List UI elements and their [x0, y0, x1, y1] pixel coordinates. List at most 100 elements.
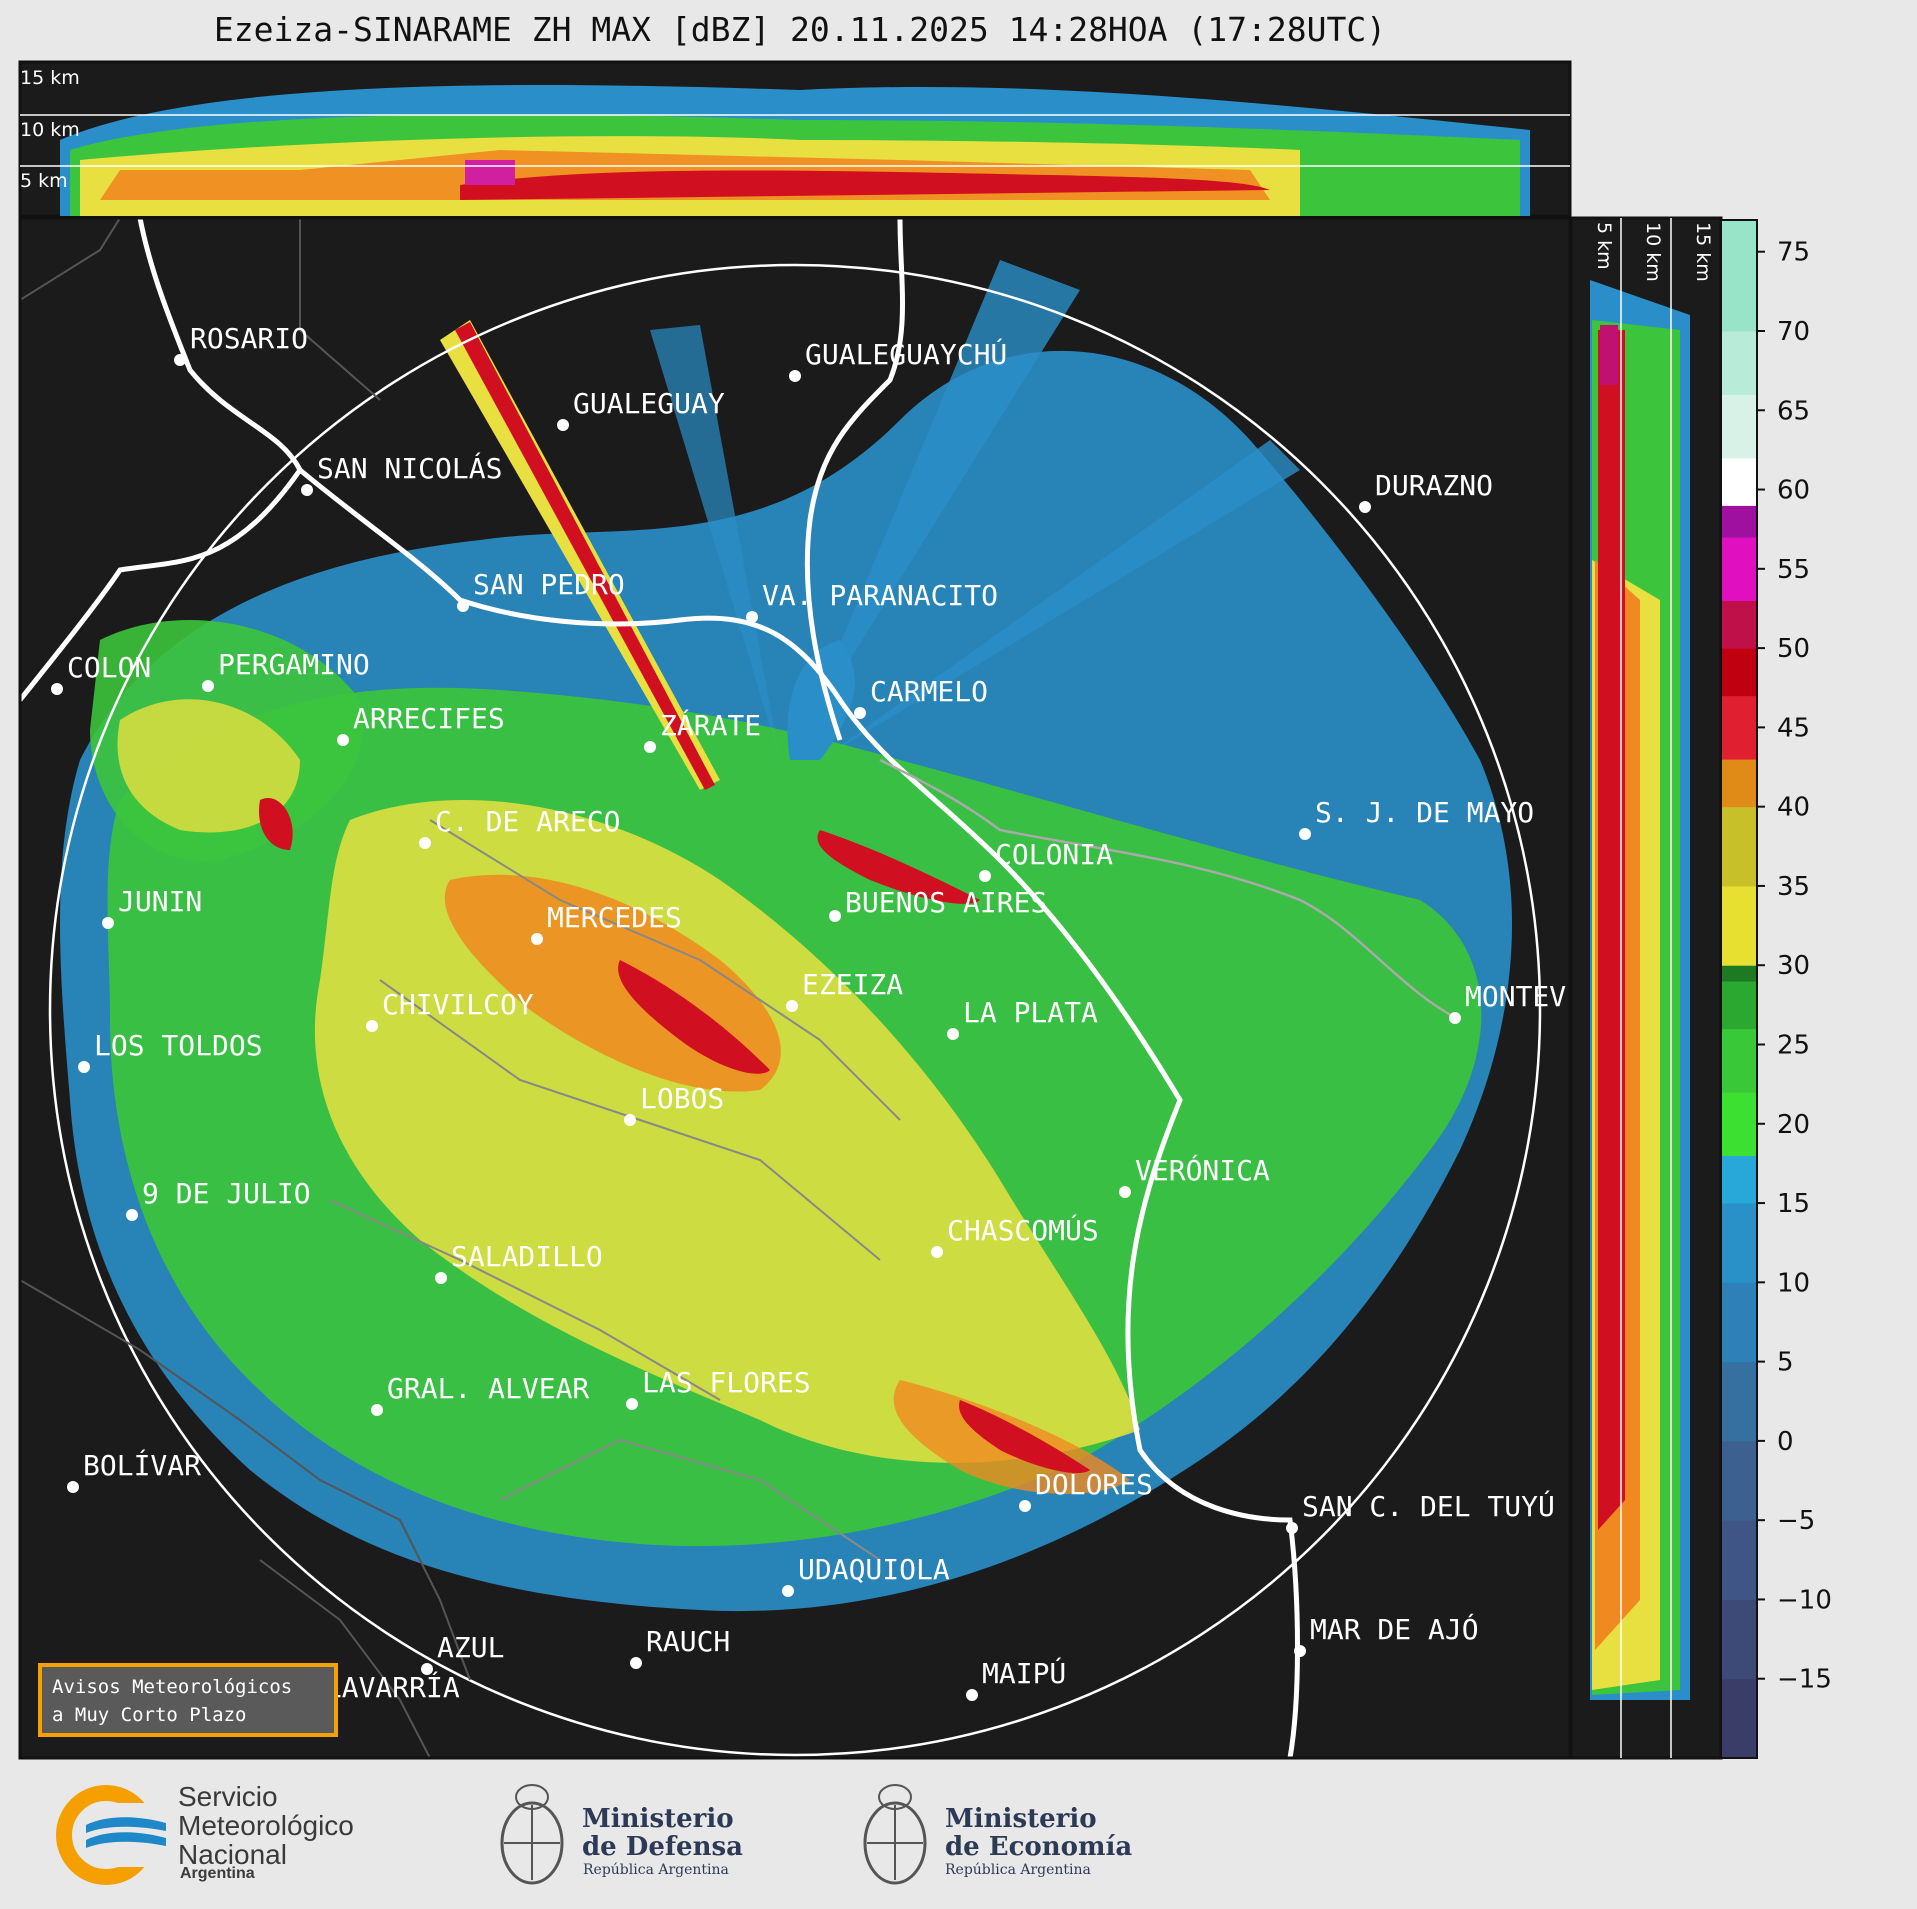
city-label: S. J. DE MAYO: [1315, 796, 1534, 829]
colorbar-tick-label: 10: [1777, 1268, 1810, 1298]
city-dot: [174, 354, 186, 366]
city-label: COLON: [67, 651, 151, 684]
colorbar-segment: [1721, 885, 1757, 966]
city-label: GUALEGUAY: [573, 387, 725, 420]
city-dot: [1286, 1522, 1298, 1534]
colorbar-tick-label: −15: [1777, 1665, 1832, 1695]
city-label: JUNIN: [118, 885, 202, 918]
city-dot: [1119, 1186, 1131, 1198]
colorbar-segment: [1721, 1203, 1757, 1283]
city-label: AZUL: [437, 1631, 504, 1664]
city-label: VERÓNICA: [1135, 1153, 1270, 1187]
city-label: ROSARIO: [190, 322, 308, 355]
colorbar-segment: [1721, 1092, 1757, 1156]
city-dot: [337, 734, 349, 746]
colorbar-segment: [1721, 505, 1757, 538]
city-dot: [966, 1689, 978, 1701]
colorbar-segment: [1721, 457, 1757, 506]
city-label: RAUCH: [646, 1625, 730, 1658]
city-label: CHIVILCOY: [382, 988, 534, 1021]
city-label: SAN C. DEL TUYÚ: [1302, 1489, 1555, 1523]
city-dot: [1294, 1645, 1306, 1657]
city-label: MERCEDES: [547, 901, 682, 934]
city-label: BOLÍVAR: [83, 1448, 201, 1482]
colorbar-segment: [1721, 537, 1757, 602]
city-label: LAS FLORES: [642, 1366, 811, 1399]
city-label: BUENOS AIRES: [845, 886, 1047, 919]
city-label: CHASCOMÚS: [947, 1213, 1099, 1247]
colorbar-tick-label: 40: [1777, 793, 1810, 823]
city-label: C. DE ARECO: [435, 805, 620, 838]
colorbar-segment: [1721, 1361, 1757, 1442]
city-dot: [1299, 828, 1311, 840]
colorbar-segment: [1721, 806, 1757, 887]
city-dot: [366, 1020, 378, 1032]
colorbar-segment: [1721, 759, 1757, 808]
smn-name: Servicio Meteorológico Nacional: [178, 1781, 354, 1870]
side-alt-label: 10 km: [1642, 222, 1664, 282]
city-dot: [947, 1028, 959, 1040]
colorbar-tick-label: 25: [1777, 1030, 1810, 1060]
city-dot: [979, 870, 991, 882]
colorbar-segment: [1721, 1155, 1757, 1204]
colorbar-segment: [1721, 1440, 1757, 1521]
colorbar-tick-label: 20: [1777, 1110, 1810, 1140]
top-alt-label: 15 km: [20, 67, 80, 89]
city-dot: [67, 1481, 79, 1493]
colorbar-segment: [1721, 1678, 1757, 1759]
colorbar-tick-label: −5: [1777, 1506, 1815, 1536]
colorbar-tick-label: 50: [1777, 634, 1810, 664]
aviso-badge[interactable]: Avisos Meteorológicos a Muy Corto Plazo: [38, 1663, 338, 1737]
city-label: ARRECIFES: [353, 702, 505, 735]
city-dot: [746, 611, 758, 623]
colorbar-tick-label: 60: [1777, 476, 1810, 506]
city-label: COLONIA: [995, 838, 1113, 871]
city-dot: [557, 419, 569, 431]
range-ring: [48, 263, 1542, 1757]
colorbar-segment: [1721, 1282, 1757, 1363]
city-dot: [301, 484, 313, 496]
city-label: UDAQUIOLA: [798, 1553, 950, 1586]
colorbar-tick-label: 30: [1777, 951, 1810, 981]
colorbar-segment: [1721, 648, 1757, 697]
economia-subtitle: República Argentina: [945, 1862, 1091, 1878]
city-dot: [202, 680, 214, 692]
city-dot: [531, 933, 543, 945]
city-label: GUALEGUAYCHÚ: [805, 337, 1007, 371]
coat-of-arms-icon: [863, 1784, 927, 1885]
city-dot: [419, 837, 431, 849]
colorbar-segment: [1721, 981, 1757, 1030]
city-label: LOS TOLDOS: [94, 1029, 263, 1062]
colorbar-tick-label: 45: [1777, 713, 1810, 743]
colorbar-segment: [1721, 1028, 1757, 1093]
smn-country: Argentina: [180, 1865, 255, 1882]
city-label: MAIPÚ: [982, 1656, 1066, 1690]
city-dot: [854, 707, 866, 719]
city-label: 9 DE JULIO: [142, 1177, 311, 1210]
city-label: LOBOS: [640, 1082, 724, 1115]
colorbar-tick-label: 5: [1777, 1348, 1794, 1378]
city-label: SALADILLO: [451, 1240, 603, 1273]
city-label: SAN PEDRO: [473, 568, 625, 601]
colorbar-tick-label: 75: [1777, 238, 1810, 268]
city-dot: [931, 1246, 943, 1258]
colorbar-segment: [1721, 600, 1757, 649]
city-label: EZEIZA: [802, 968, 903, 1001]
colorbar-segment: [1721, 330, 1757, 395]
side-alt-label: 5 km: [1593, 222, 1615, 270]
city-label: MAR DE AJÓ: [1310, 1612, 1479, 1646]
colorbar-tick-label: 55: [1777, 555, 1810, 585]
top-alt-label: 5 km: [20, 170, 68, 192]
city-label: ZÁRATE: [660, 708, 761, 742]
colorbar-segment: [1721, 965, 1757, 982]
city-dot: [829, 910, 841, 922]
city-dot: [371, 1404, 383, 1416]
city-label: CARMELO: [870, 675, 988, 708]
economia-title: Ministerio de Economía: [945, 1804, 1133, 1862]
side-alt-label: 15 km: [1692, 222, 1714, 282]
colorbar-tick-label: 15: [1777, 1189, 1810, 1219]
city-dot: [644, 741, 656, 753]
city-dot: [102, 917, 114, 929]
